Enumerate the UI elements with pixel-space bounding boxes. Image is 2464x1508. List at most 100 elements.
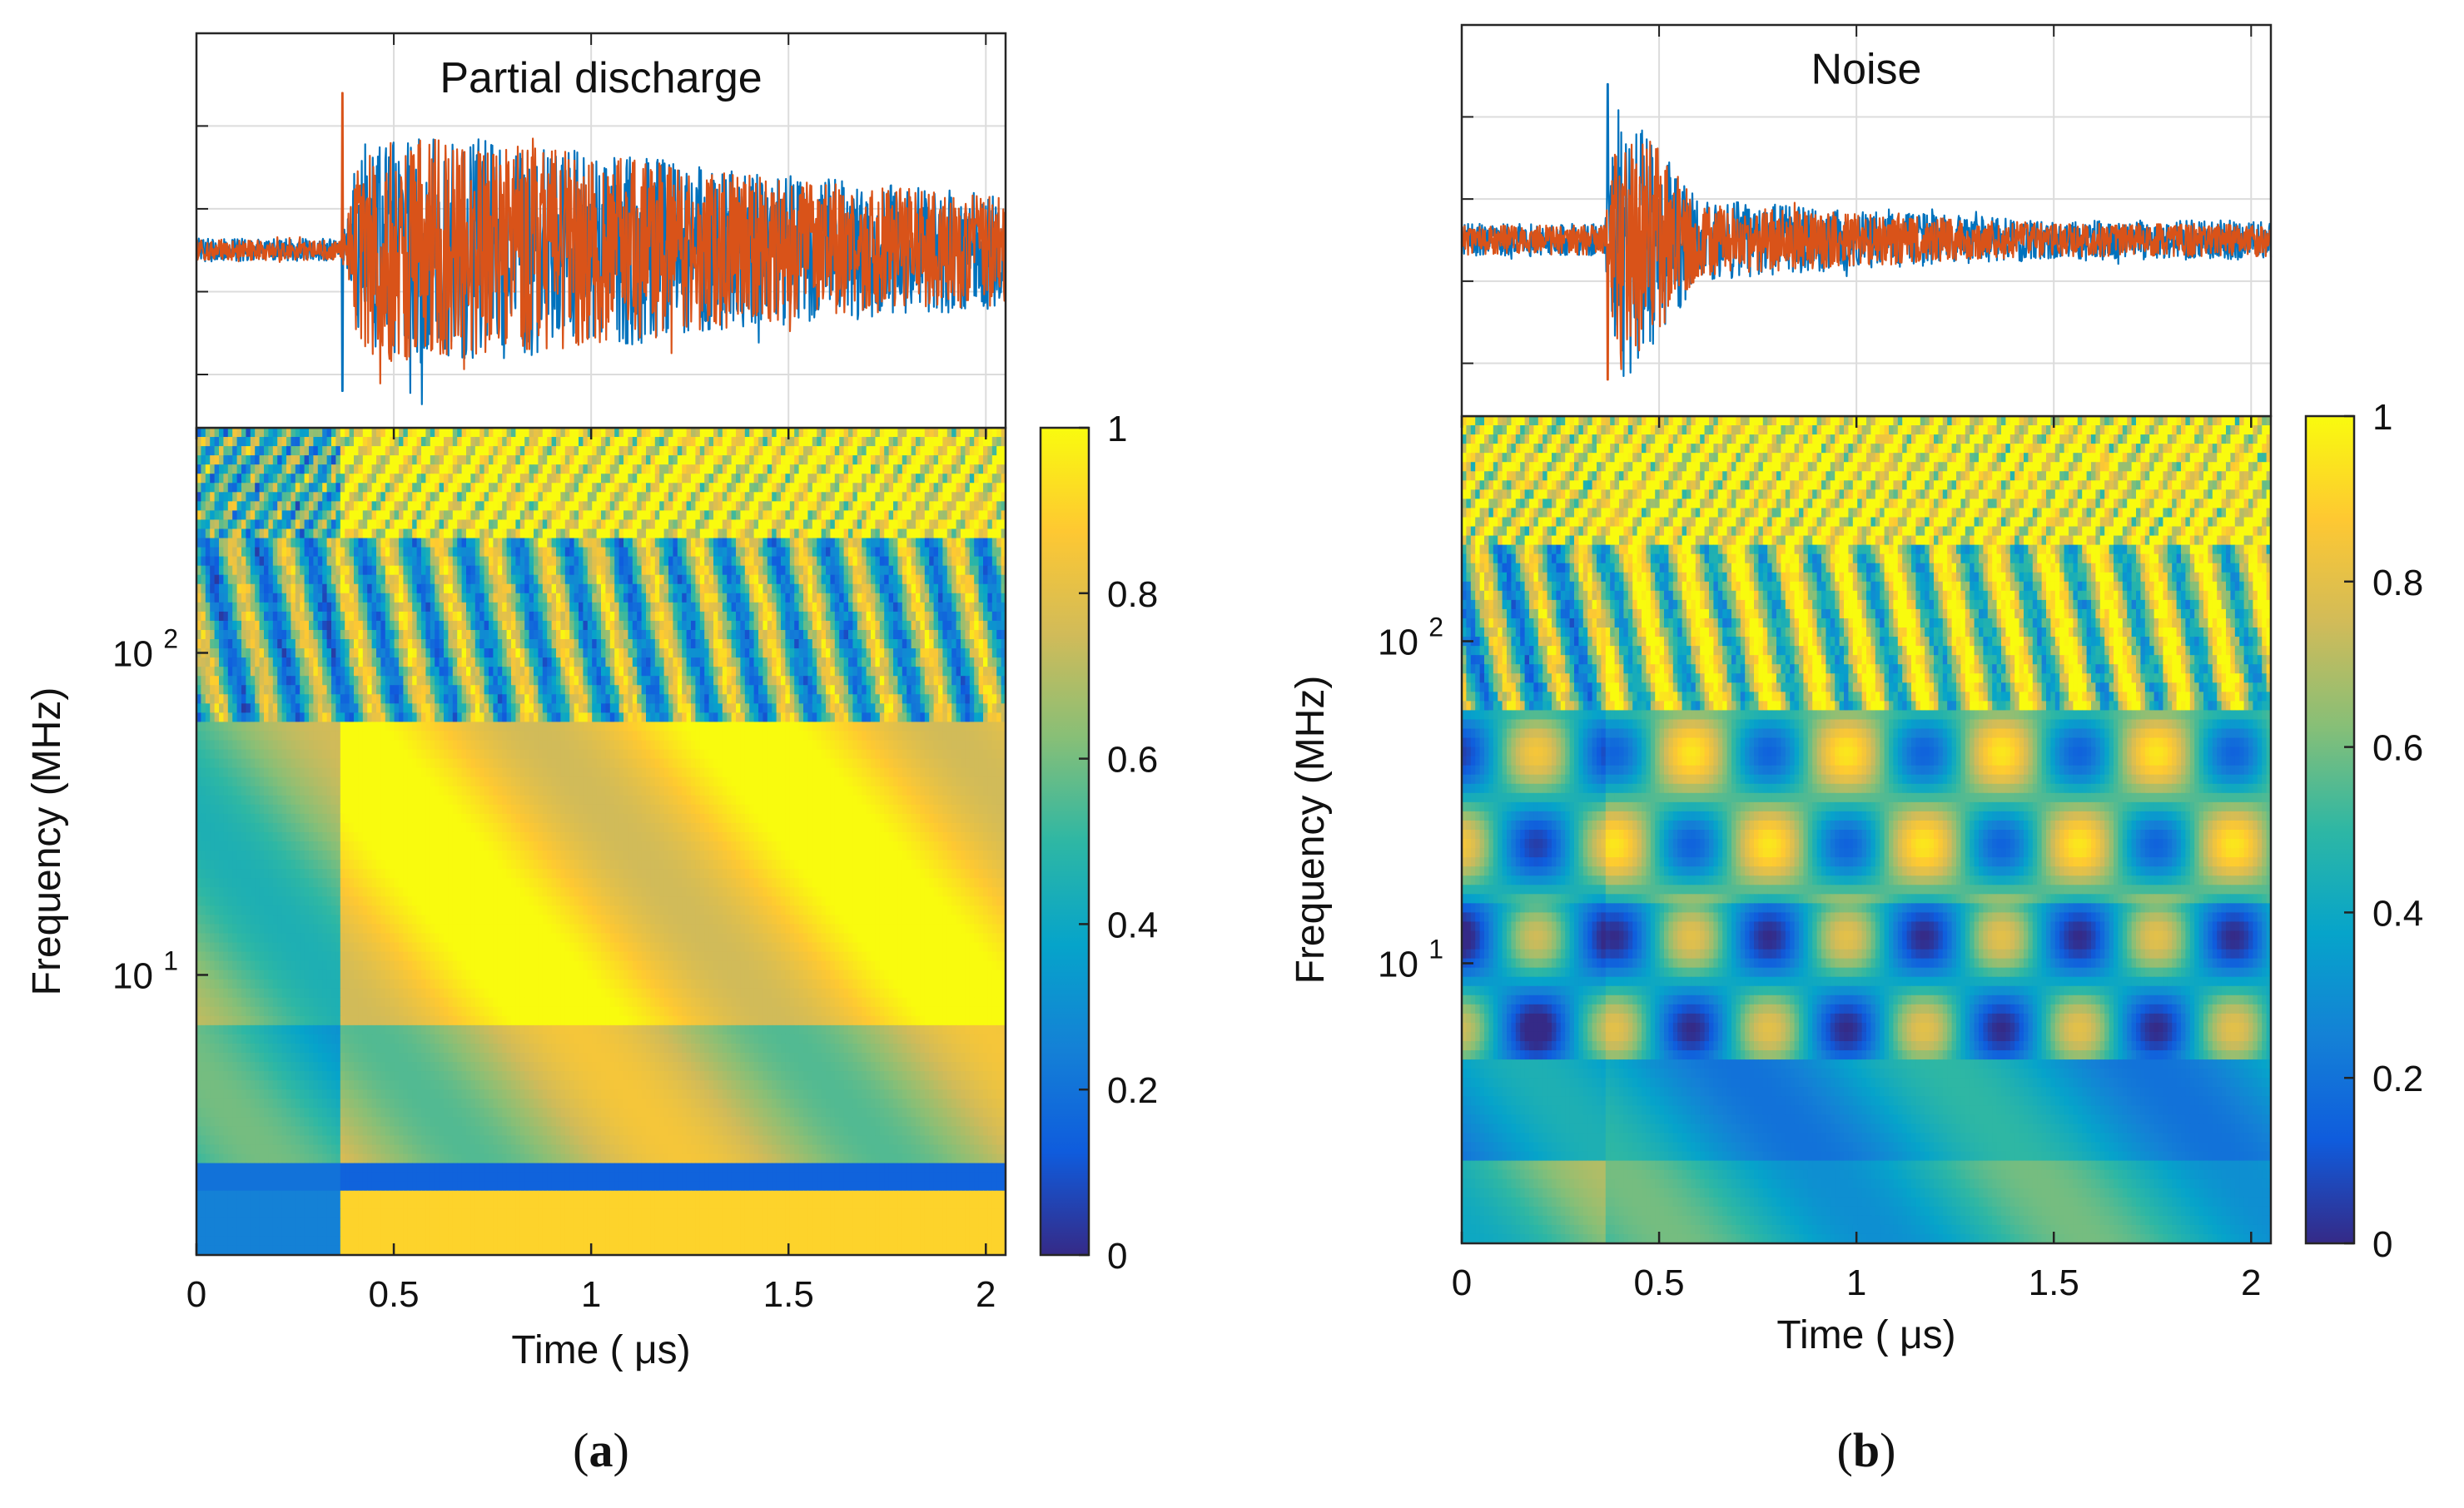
heatmap-cell [1001, 611, 1006, 622]
heatmap-cell [439, 474, 445, 484]
heatmap-cell [839, 492, 845, 502]
heatmap-cell [718, 667, 723, 677]
heatmap-cell [650, 538, 656, 548]
heatmap-cell [583, 547, 589, 558]
heatmap-cell [560, 676, 566, 686]
heatmap-cell [857, 574, 862, 585]
heatmap-cell [758, 593, 763, 603]
heatmap-cell [524, 629, 530, 640]
heatmap-cell [291, 455, 296, 465]
heatmap-cell [362, 446, 368, 456]
heatmap-cell [789, 437, 795, 447]
heatmap-cell [659, 620, 665, 631]
heatmap-cell [547, 547, 553, 558]
heatmap-cell [227, 620, 233, 631]
heatmap-cell [897, 593, 903, 603]
heatmap-cell [623, 464, 628, 474]
heatmap-cell [834, 483, 840, 493]
heatmap-cell [789, 667, 795, 677]
heatmap-cell [277, 593, 283, 603]
heatmap-cell [956, 528, 961, 539]
heatmap-cell [304, 510, 310, 521]
heatmap-cell [394, 583, 400, 594]
heatmap-cell [304, 501, 310, 511]
heatmap-cell [534, 602, 539, 613]
heatmap-cell [439, 676, 445, 686]
heatmap-cell [489, 437, 494, 447]
heatmap-cell [704, 629, 710, 640]
heatmap-cell [987, 464, 993, 474]
heatmap-cell [704, 510, 710, 521]
heatmap-cell [718, 455, 723, 465]
heatmap-cell [497, 547, 503, 558]
heatmap-cell [789, 492, 795, 502]
heatmap-cell [502, 455, 508, 465]
heatmap-cell [439, 501, 445, 511]
heatmap-cell [722, 629, 728, 640]
heatmap-cell [227, 501, 233, 511]
heatmap-cell [969, 483, 975, 493]
heatmap-cell [277, 657, 283, 667]
heatmap-cell [264, 547, 269, 558]
heatmap-cell [785, 629, 791, 640]
heatmap-cell [978, 556, 984, 567]
heatmap-cell [484, 446, 489, 456]
heatmap-cell [340, 501, 345, 511]
heatmap-cell [695, 657, 701, 667]
heatmap-cell [965, 629, 971, 640]
heatmap-cell [470, 657, 476, 667]
heatmap-cell [371, 519, 377, 530]
heatmap-cell [196, 565, 201, 576]
heatmap-cell [956, 648, 961, 658]
heatmap-cell [727, 528, 733, 539]
heatmap-cell [322, 556, 328, 567]
heatmap-cell [789, 556, 795, 567]
heatmap-cell [390, 474, 395, 484]
heatmap-cell [758, 676, 763, 686]
heatmap-cell [219, 428, 224, 438]
heatmap-cell [708, 556, 714, 567]
heatmap-cell [978, 657, 984, 667]
heatmap-cell [219, 629, 224, 640]
heatmap-cell [592, 455, 598, 465]
heatmap-cell [466, 437, 471, 447]
heatmap-cell [286, 639, 291, 649]
heatmap-cell [515, 593, 521, 603]
heatmap-cell [210, 602, 216, 613]
heatmap-cell [412, 556, 418, 567]
heatmap-cell [214, 657, 220, 667]
heatmap-cell [227, 492, 233, 502]
heatmap-cell [272, 556, 278, 567]
heatmap-cell [210, 593, 216, 603]
heatmap-cell [704, 676, 710, 686]
heatmap-cell [448, 528, 454, 539]
heatmap-cell [304, 492, 310, 502]
heatmap-cell [794, 519, 800, 530]
heatmap-cell [205, 519, 211, 530]
heatmap-cell [951, 602, 957, 613]
heatmap-cell [277, 528, 283, 539]
heatmap-cell [390, 547, 395, 558]
heatmap-cell [897, 538, 903, 548]
heatmap-cell [677, 639, 683, 649]
heatmap-cell [682, 464, 688, 474]
heatmap-cell [394, 455, 400, 465]
heatmap-cell [205, 611, 211, 622]
heatmap-cell [821, 611, 827, 622]
heatmap-cell [430, 528, 435, 539]
heatmap-cell [448, 437, 454, 447]
heatmap-cell [452, 474, 458, 484]
heatmap-cell [834, 455, 840, 465]
heatmap-cell [961, 574, 966, 585]
heatmap-cell [538, 538, 544, 548]
heatmap-cell [798, 547, 804, 558]
heatmap-cell [354, 428, 359, 438]
heatmap-cell [789, 446, 795, 456]
heatmap-cell [241, 611, 246, 622]
heatmap-cell [718, 547, 723, 558]
heatmap-cell [493, 611, 499, 622]
heatmap-cell [461, 492, 467, 502]
heatmap-cell [304, 583, 310, 594]
heatmap-cell [686, 556, 692, 567]
heatmap-cell [362, 593, 368, 603]
